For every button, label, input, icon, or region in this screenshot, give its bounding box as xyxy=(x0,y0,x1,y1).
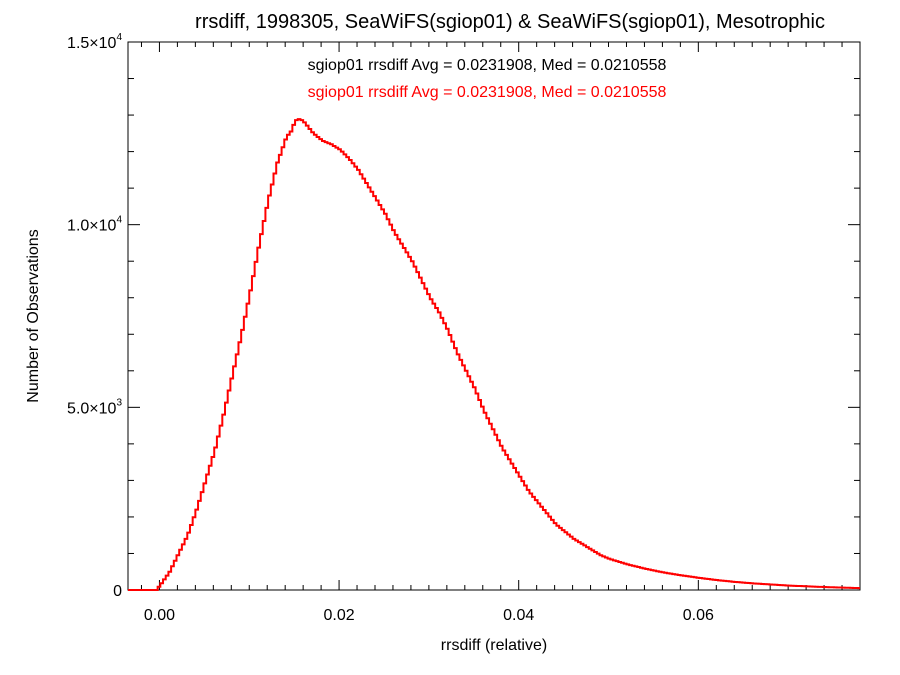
x-tick-label: 0.06 xyxy=(683,607,714,624)
x-axis-label: rrsdiff (relative) xyxy=(441,637,547,654)
annotation-red: sgiop01 rrsdiff Avg = 0.0231908, Med = 0… xyxy=(308,84,667,101)
plot-frame xyxy=(127,41,861,591)
y-tick-label: 1.0×104 xyxy=(67,215,122,235)
y-tick-exponent: 3 xyxy=(116,397,122,408)
y-tick-label: 0 xyxy=(113,583,122,600)
x-tick-label: 0.04 xyxy=(503,607,534,624)
y-tick-mantissa: 5.0×10 xyxy=(67,400,116,417)
y-tick-mantissa: 0 xyxy=(113,583,122,600)
y-tick-exponent: 4 xyxy=(116,215,122,226)
annotation-black: sgiop01 rrsdiff Avg = 0.0231908, Med = 0… xyxy=(308,57,667,74)
x-tick-label: 0.02 xyxy=(323,607,354,624)
y-tick-exponent: 4 xyxy=(116,32,122,43)
chart-title: rrsdiff, 1998305, SeaWiFS(sgiop01) & Sea… xyxy=(195,11,825,33)
y-tick-label: 1.5×104 xyxy=(67,32,122,52)
y-tick-mantissa: 1.5×10 xyxy=(67,35,116,52)
histogram-series-line xyxy=(128,118,860,591)
y-tick-mantissa: 1.0×10 xyxy=(67,218,116,235)
x-tick-label: 0.00 xyxy=(144,607,175,624)
y-axis-label: Number of Observations xyxy=(25,229,42,402)
y-tick-label: 5.0×103 xyxy=(67,397,122,417)
x-tick-labels: 0.00 0.02 0.04 0.06 xyxy=(144,607,714,624)
